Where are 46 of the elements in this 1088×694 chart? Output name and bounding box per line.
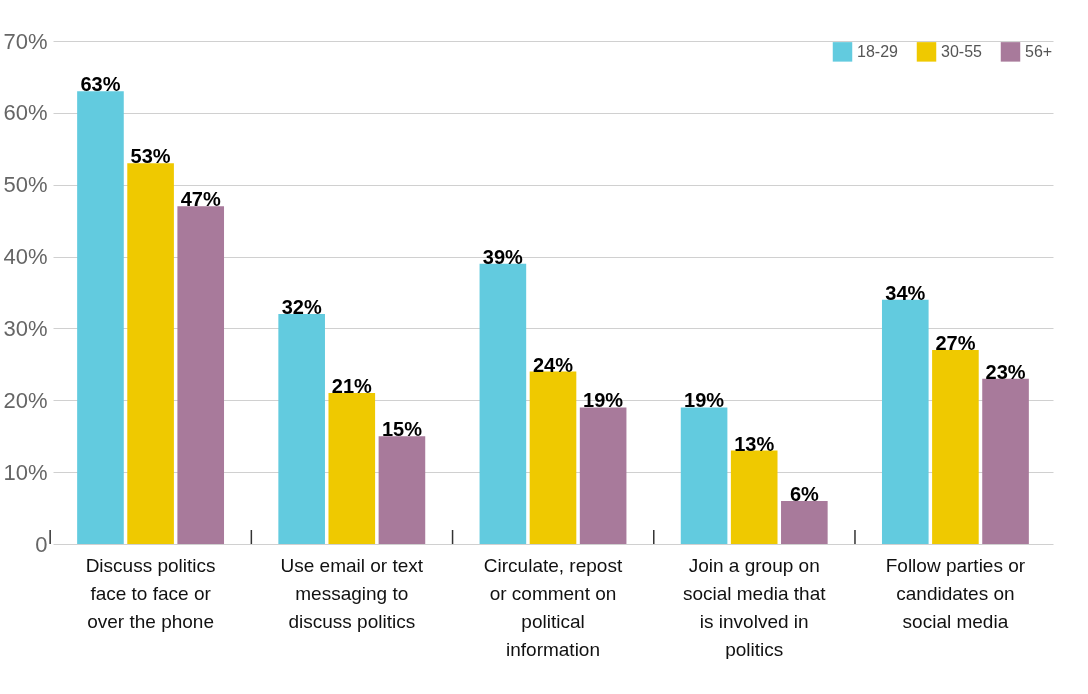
legend-label: 18-29 — [857, 42, 899, 60]
x-tick-label: Use email or text messaging to discuss politics — [280, 554, 424, 632]
text: 15% — [381, 418, 422, 441]
bar — [982, 378, 1029, 544]
y-tick-label: 10% — [3, 459, 48, 485]
y-tick-label: 40% — [3, 244, 48, 270]
text: 63% — [80, 73, 121, 96]
text: 53% — [130, 145, 171, 168]
bar — [278, 314, 325, 544]
bar — [730, 450, 778, 544]
text: 47% — [180, 188, 221, 211]
y-tick-label: 30% — [3, 315, 48, 341]
bar — [932, 349, 979, 544]
text: 34% — [885, 281, 926, 304]
legend-label: 30-55 — [941, 42, 983, 60]
text: 21% — [331, 375, 372, 398]
text: 23% — [985, 360, 1026, 383]
bar — [479, 263, 527, 544]
text: 24% — [532, 353, 574, 376]
x-tick-label: Join a group on social media that is involved in politics — [682, 554, 827, 660]
y-tick-label: 60% — [3, 100, 48, 126]
text: 19% — [684, 389, 725, 412]
y-tick-label: 70% — [3, 28, 48, 54]
bar — [881, 299, 929, 544]
x-tick-label: Follow parties or candidates on social media — [885, 554, 1026, 632]
text: 13% — [734, 432, 775, 455]
bar — [177, 206, 225, 544]
bar — [781, 500, 828, 544]
bar — [378, 436, 426, 544]
legend-label: 56+ — [1025, 42, 1053, 60]
bar — [579, 407, 627, 544]
bar — [77, 91, 124, 544]
text: 6% — [789, 482, 819, 505]
bar — [328, 393, 376, 544]
y-tick-label: 20% — [3, 387, 48, 413]
bar — [529, 371, 577, 544]
y-tick-label: 50% — [3, 172, 48, 198]
text: 19% — [583, 389, 624, 412]
x-tick-label: Discuss politics face to face or over the phone — [85, 554, 216, 632]
text: 32% — [281, 296, 322, 319]
text: 27% — [935, 331, 976, 354]
bar — [127, 163, 174, 544]
text: 39% — [482, 245, 523, 268]
x-tick-label: Circulate, repost or comment on political information — [483, 554, 623, 660]
bar — [680, 407, 728, 544]
y-tick-label: 0 — [35, 531, 48, 557]
